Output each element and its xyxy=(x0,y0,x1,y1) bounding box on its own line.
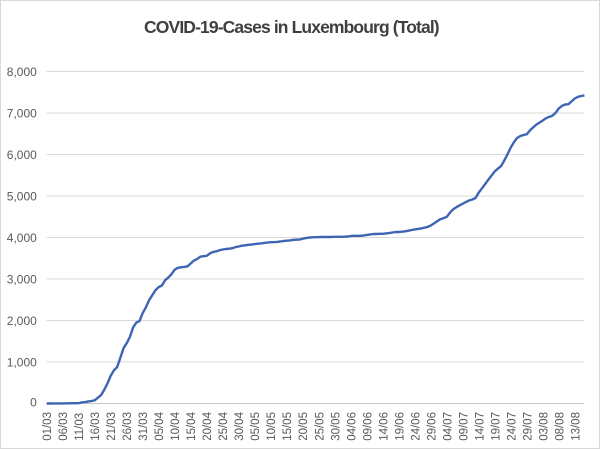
svg-text:15/04: 15/04 xyxy=(186,411,198,440)
svg-text:0: 0 xyxy=(30,395,37,409)
svg-text:30/04: 30/04 xyxy=(234,411,246,440)
svg-text:7,000: 7,000 xyxy=(7,106,37,120)
svg-text:11/03: 11/03 xyxy=(74,413,86,441)
svg-text:19/07: 19/07 xyxy=(490,412,502,441)
svg-text:24/06: 24/06 xyxy=(410,412,422,441)
svg-text:04/07: 04/07 xyxy=(442,412,454,441)
svg-text:8,000: 8,000 xyxy=(7,65,37,79)
svg-text:09/07: 09/07 xyxy=(458,412,470,441)
svg-text:06/03: 06/03 xyxy=(58,412,70,441)
svg-text:30/05: 30/05 xyxy=(330,412,342,441)
svg-text:05/05: 05/05 xyxy=(250,412,262,441)
svg-text:29/07: 29/07 xyxy=(522,412,534,441)
svg-text:13/08: 13/08 xyxy=(570,412,582,441)
svg-text:08/08: 08/08 xyxy=(554,412,566,441)
svg-text:04/06: 04/06 xyxy=(346,412,358,441)
svg-text:31/03: 31/03 xyxy=(138,412,150,441)
svg-text:14/06: 14/06 xyxy=(378,412,390,441)
svg-text:4,000: 4,000 xyxy=(7,231,37,245)
svg-text:14/07: 14/07 xyxy=(474,412,486,441)
svg-text:10/05: 10/05 xyxy=(266,412,278,441)
svg-text:2,000: 2,000 xyxy=(7,314,37,328)
svg-text:26/03: 26/03 xyxy=(122,412,134,441)
svg-text:25/04: 25/04 xyxy=(218,411,230,440)
svg-text:20/04: 20/04 xyxy=(202,411,214,440)
svg-text:01/03: 01/03 xyxy=(42,412,54,441)
svg-text:21/03: 21/03 xyxy=(106,412,118,441)
svg-text:19/06: 19/06 xyxy=(394,412,406,441)
svg-text:3,000: 3,000 xyxy=(7,272,37,286)
svg-text:6,000: 6,000 xyxy=(7,148,37,162)
svg-text:03/08: 03/08 xyxy=(538,412,550,441)
svg-text:20/05: 20/05 xyxy=(298,412,310,441)
svg-text:05/04: 05/04 xyxy=(154,411,166,440)
svg-text:25/05: 25/05 xyxy=(314,412,326,441)
svg-text:15/05: 15/05 xyxy=(282,412,294,441)
svg-text:5,000: 5,000 xyxy=(7,189,37,203)
svg-text:1,000: 1,000 xyxy=(7,355,37,369)
svg-text:COVID-19-Cases in Luxembourg (: COVID-19-Cases in Luxembourg (Total) xyxy=(144,17,439,37)
svg-text:24/07: 24/07 xyxy=(506,412,518,441)
svg-text:09/06: 09/06 xyxy=(362,412,374,441)
svg-text:10/04: 10/04 xyxy=(170,411,182,440)
svg-text:16/03: 16/03 xyxy=(90,412,102,441)
svg-text:29/06: 29/06 xyxy=(426,412,438,441)
